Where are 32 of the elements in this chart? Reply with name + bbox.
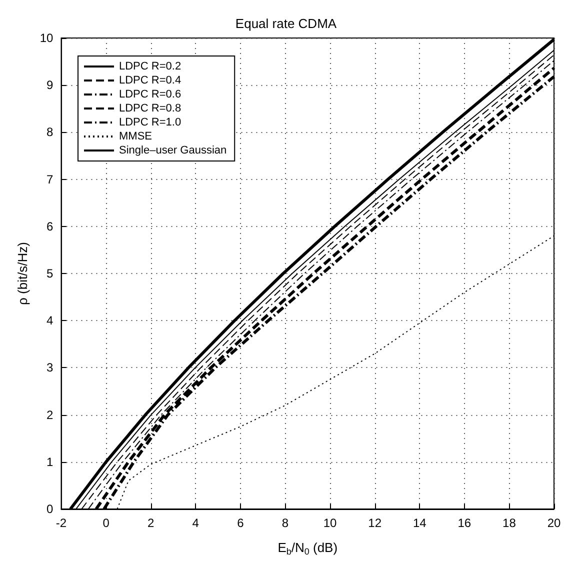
x-tick-label: 2 bbox=[147, 516, 154, 530]
y-tick-label: 2 bbox=[46, 408, 54, 422]
y-tick-label: 9 bbox=[46, 78, 54, 92]
x-tick-label: 8 bbox=[282, 516, 289, 530]
x-tick-label: 18 bbox=[502, 516, 516, 530]
legend-label: MMSE bbox=[119, 130, 152, 142]
y-tick-label: 4 bbox=[46, 314, 54, 328]
legend-label: Single–user Gaussian bbox=[119, 144, 227, 156]
legend-label: LDPC R=1.0 bbox=[119, 116, 182, 128]
y-axis-title: ρ (bit/s/Hz) bbox=[15, 242, 30, 306]
x-tick-label: 12 bbox=[368, 516, 382, 530]
x-tick-label: 0 bbox=[102, 516, 110, 530]
y-tick-label: 1 bbox=[46, 454, 54, 469]
x-tick-label: 20 bbox=[547, 516, 561, 530]
y-tick-label: 10 bbox=[40, 31, 54, 45]
y-tick-label: 8 bbox=[46, 125, 54, 140]
x-tick-label: 16 bbox=[458, 516, 472, 530]
legend-label: LDPC R=0.6 bbox=[119, 88, 182, 100]
x-tick-label: 4 bbox=[192, 516, 200, 530]
y-tick-label: 0 bbox=[46, 502, 54, 516]
x-tick-label: 14 bbox=[412, 516, 427, 530]
legend-label: LDPC R=0.2 bbox=[119, 60, 182, 72]
x-tick-label: 10 bbox=[323, 516, 338, 530]
x-tick-label: 6 bbox=[237, 516, 244, 530]
y-tick-label: 3 bbox=[46, 360, 54, 375]
y-tick-label: 7 bbox=[46, 172, 54, 186]
x-tick-label: -2 bbox=[56, 516, 67, 530]
chart-title: Equal rate CDMA bbox=[235, 16, 337, 31]
y-tick-label: 6 bbox=[46, 219, 54, 234]
legend-label: LDPC R=0.8 bbox=[119, 102, 182, 114]
y-tick-label: 5 bbox=[46, 266, 54, 280]
legend-label: LDPC R=0.4 bbox=[119, 74, 182, 86]
